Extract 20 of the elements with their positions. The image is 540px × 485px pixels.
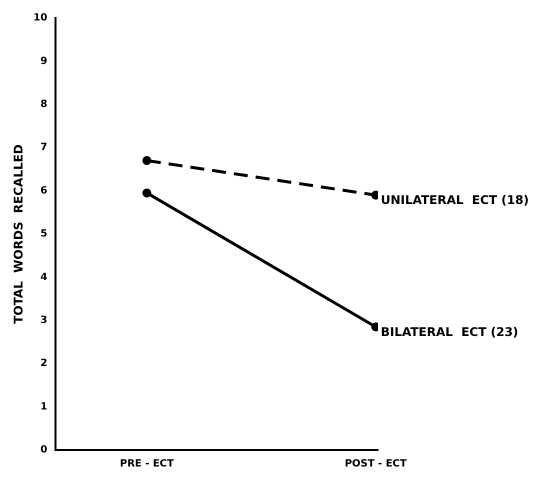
y-tick-label: 5 xyxy=(40,228,48,240)
series-label: BILATERAL ECT (23) xyxy=(380,325,518,340)
y-tick-label: 9 xyxy=(40,56,48,67)
point xyxy=(142,156,152,166)
point xyxy=(371,190,378,200)
y-tick-label: 6 xyxy=(40,185,48,196)
y-tick-label: 2 xyxy=(40,358,48,370)
x-tick-label: PRE - ECT xyxy=(120,458,174,470)
y-axis-title: TOTAL WORDS RECALLED xyxy=(11,144,26,324)
y-tick-label: 7 xyxy=(40,142,48,154)
y-tick-label: 4 xyxy=(40,272,48,283)
y-tick-label: 8 xyxy=(40,98,48,110)
point xyxy=(371,322,378,332)
y-tick-label: 3 xyxy=(40,314,48,326)
y-tick-label: 0 xyxy=(40,444,48,456)
series-label: UNILATERAL ECT (18) xyxy=(380,193,529,208)
y-tick-label: 10 xyxy=(33,12,48,24)
y-tick-label: 1 xyxy=(40,401,48,412)
x-tick-label: POST - ECT xyxy=(344,458,407,470)
point xyxy=(142,188,152,198)
